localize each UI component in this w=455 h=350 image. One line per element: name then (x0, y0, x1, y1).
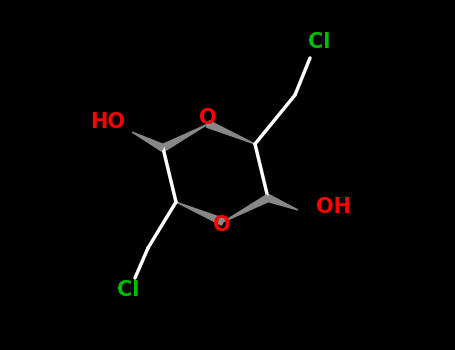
Text: OH: OH (316, 197, 351, 217)
Text: O: O (213, 215, 231, 235)
Polygon shape (207, 121, 255, 144)
Polygon shape (267, 195, 298, 210)
Text: O: O (199, 108, 217, 128)
Polygon shape (162, 124, 208, 151)
Polygon shape (132, 132, 165, 151)
Text: Cl: Cl (117, 280, 139, 300)
Polygon shape (223, 195, 270, 222)
Text: HO: HO (91, 112, 126, 132)
Text: Cl: Cl (308, 32, 330, 52)
Polygon shape (176, 202, 224, 225)
